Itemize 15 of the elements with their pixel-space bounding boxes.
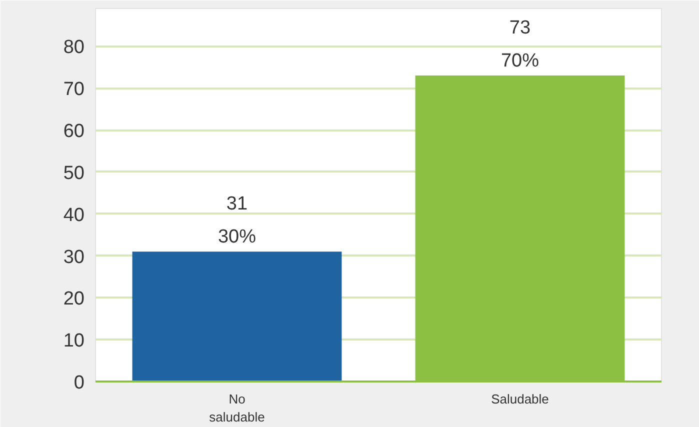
x-tick-label: Saludable (491, 392, 549, 406)
y-tick-label: 10 (63, 330, 85, 352)
data-label: 31 (226, 194, 248, 215)
y-tick-label: 40 (63, 204, 85, 226)
y-tick-label: 30 (63, 246, 85, 268)
annotation: 30% (218, 226, 256, 248)
y-tick-label: 50 (63, 162, 85, 184)
x-tick-label: No saludable (209, 392, 265, 424)
y-tick-label: 70 (63, 79, 85, 100)
y-tick-label: 80 (63, 37, 85, 58)
y-tick-label: 0 (74, 372, 85, 394)
y-tick-label: 60 (63, 121, 85, 142)
annotation: 70% (500, 50, 540, 72)
data-label: 73 (509, 18, 531, 39)
y-tick-label: 20 (63, 288, 85, 310)
